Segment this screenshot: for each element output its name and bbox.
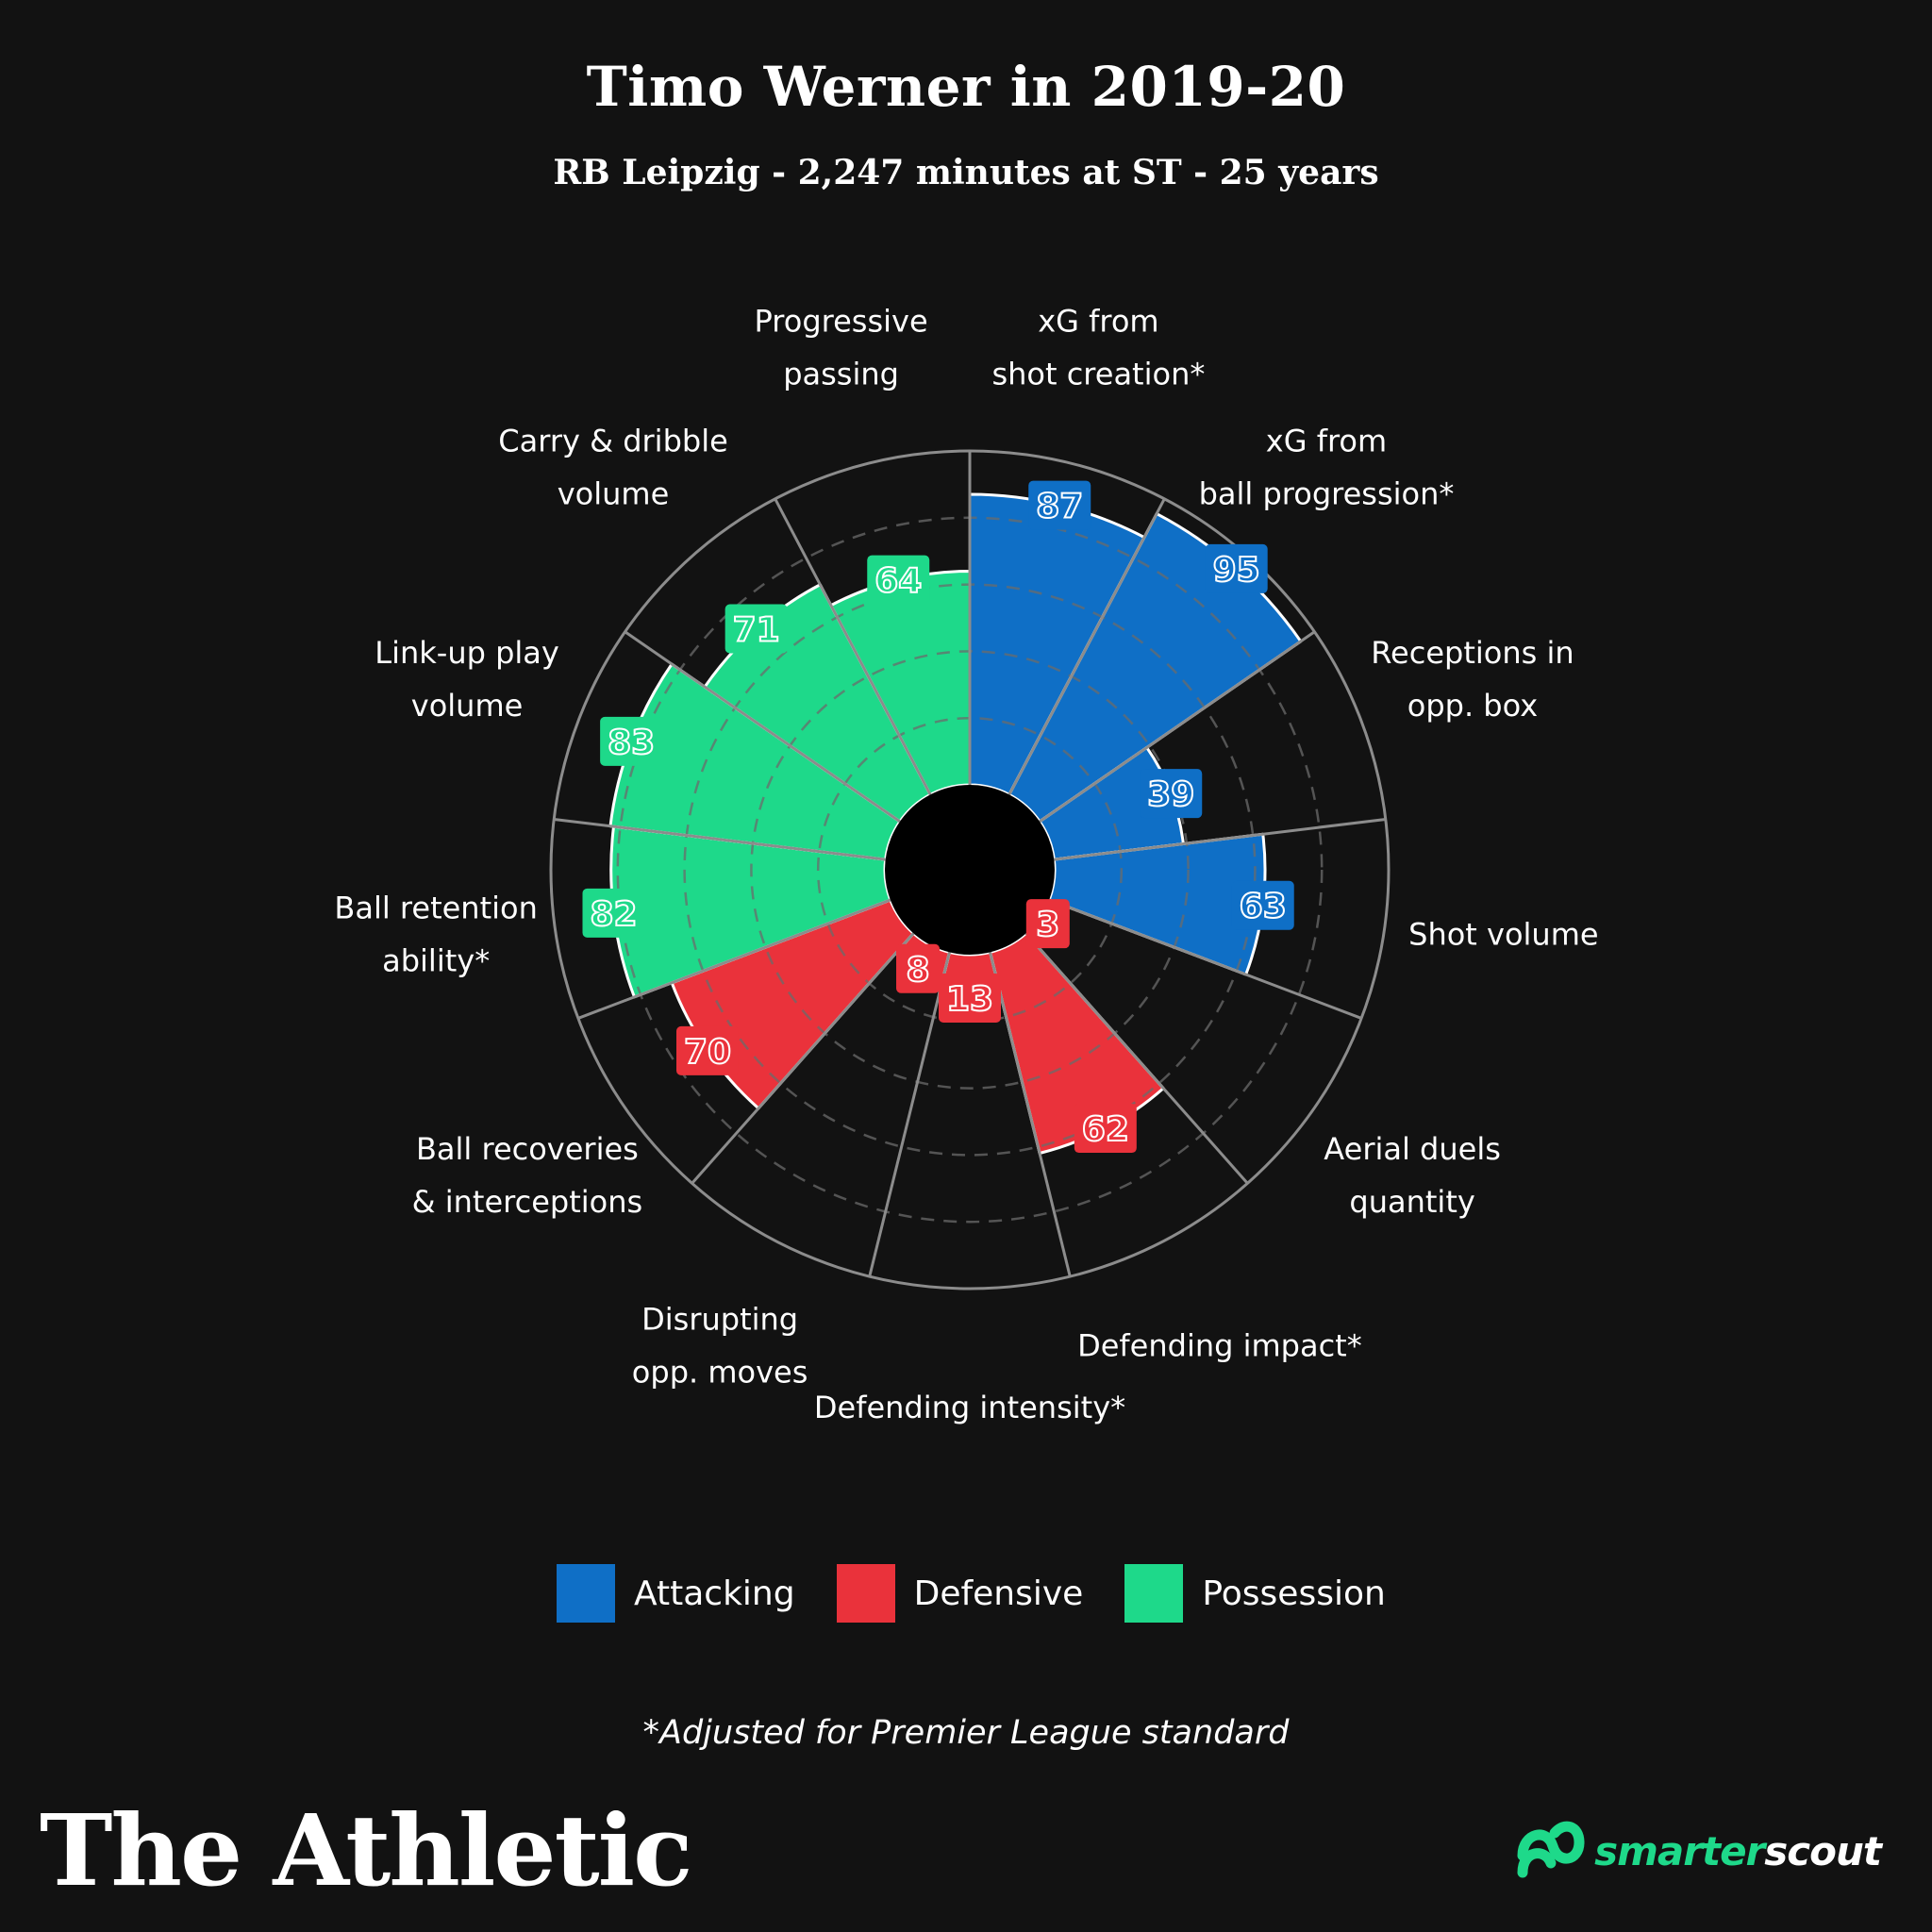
value-label-link-up-play-volume: 83 [600,716,663,766]
spoke-3 [1054,817,1386,861]
smarterscout-wordmark: smarterscout [1594,1827,1882,1874]
legend-label-possession: Possession [1202,1574,1386,1613]
value-label-receptions-in-opp-box: 39 [1140,769,1203,819]
center-hole [885,785,1055,955]
value-text: 64 [874,562,922,601]
legend-swatch-defensive [836,1564,895,1623]
legend-item-defensive: Defensive [836,1564,1084,1623]
category-label-defending-impact: Defending impact* [1077,1328,1362,1364]
category-label-link-up-play-volume: Link-up play volume [375,635,559,724]
spoke-9 [577,898,891,1020]
value-text: 39 [1147,775,1194,814]
value-badge [675,1025,739,1075]
value-text: 63 [1240,888,1287,926]
category-label-carry-dribble-volume: Carry & dribble volume [498,423,728,511]
value-badge [600,716,663,766]
category-labels-layer: xG from shot creation* xG from ball progres… [334,304,1598,1425]
bar-link-up-play-volume [608,662,902,861]
value-text: 3 [1036,906,1059,944]
value-text: 8 [906,951,929,990]
value-label-disrupting-opp-moves: 8 [896,943,941,993]
value-text: 62 [1082,1110,1129,1149]
value-text: 95 [1213,551,1260,590]
value-badge [1025,899,1070,949]
category-label-ball-retention-ability: Ball retention ability* [334,891,537,979]
value-badge [1074,1104,1137,1154]
value-labels-layer: 87 95 39 63 3 62 13 8 70 82 83 71 64 [582,480,1294,1154]
value-label-defending-intensity: 13 [939,974,1001,1024]
legend-swatch-possession [1124,1564,1184,1623]
value-label-shot-volume: 63 [1231,880,1294,930]
category-label-progressive-passing: Progressive passing [755,304,928,392]
value-label-ball-recoveries-interceptions: 70 [675,1025,739,1075]
legend-item-attacking: Attacking [557,1564,795,1623]
spokes-layer [549,449,1391,1291]
value-text: 87 [1036,488,1083,526]
smarterscout-wordmark-part1: smarter [1594,1827,1765,1874]
category-label-ball-recoveries-interceptions: Ball recoveries & interceptions [412,1131,643,1220]
spoke-1 [1008,498,1166,796]
category-label-shot-volume: Shot volume [1408,917,1598,953]
value-label-aerial-duels-quantity: 3 [1025,899,1070,949]
value-label-carry-dribble-volume: 71 [724,604,788,654]
value-badge [1140,769,1203,819]
legend: Attacking Defensive Possession [557,1564,1427,1623]
legend-label-attacking: Attacking [634,1574,795,1613]
value-badge [724,604,788,654]
legend-swatch-attacking [557,1564,615,1623]
value-text: 13 [946,980,993,1019]
chart-title: Timo Werner in 2019-20 [586,55,1346,119]
chart-subtitle: RB Leipzig - 2,247 minutes at ST - 25 ye… [553,153,1379,192]
the-athletic-logo: The Athletic [40,1792,692,1908]
spoke-6 [989,952,1072,1277]
value-badge [867,555,930,605]
value-badge [582,888,645,938]
spoke-5 [1024,932,1249,1185]
value-badge [1205,543,1268,593]
category-label-xg-from-shot-creation: xG from shot creation* [991,304,1205,392]
value-text: 70 [684,1033,731,1072]
spoke-11 [624,630,901,824]
value-label-xg-from-ball-progression: 95 [1205,543,1268,593]
category-label-aerial-duels-quantity: Aerial duels quantity [1324,1131,1501,1220]
value-label-ball-retention-ability: 82 [582,888,645,938]
legend-item-possession: Possession [1124,1564,1386,1623]
value-label-progressive-passing: 64 [867,555,930,605]
spoke-2 [1039,630,1316,824]
value-label-xg-from-shot-creation: 87 [1028,480,1091,530]
spoke-4 [1048,898,1362,1020]
spoke-12 [774,498,932,796]
category-label-defending-intensity: Defending intensity* [814,1390,1125,1425]
value-text: 82 [590,895,637,934]
legend-label-defensive: Defensive [913,1574,1084,1613]
value-badge [939,974,1001,1024]
smarterscout-logo: smarterscout [1511,1813,1882,1889]
smarterscout-logo-icon [1517,1821,1585,1878]
category-label-receptions-in-opp-box: Receptions in opp. box [1371,635,1574,724]
bar-xg-from-shot-creation [968,492,1146,796]
smarterscout-wordmark-part2: scout [1764,1827,1882,1874]
value-label-defending-impact: 62 [1074,1104,1137,1154]
category-label-xg-from-ball-progression: xG from ball progression* [1199,423,1455,511]
spoke-10 [554,817,886,861]
category-label-disrupting-opp-moves: Disrupting opp. moves [632,1302,808,1391]
value-text: 71 [733,611,780,650]
value-badge [1028,480,1091,530]
value-badge [896,943,941,993]
spoke-7 [868,952,951,1277]
value-text: 83 [608,724,655,762]
value-badge [1231,880,1294,930]
spoke-8 [691,932,915,1185]
footnote: *Adjusted for Premier League standard [642,1714,1290,1752]
